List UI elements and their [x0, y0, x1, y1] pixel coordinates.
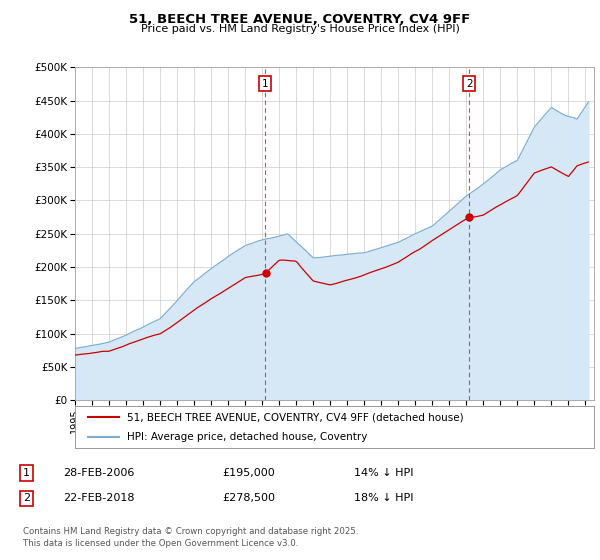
Text: 22-FEB-2018: 22-FEB-2018	[63, 493, 134, 503]
Text: 2: 2	[466, 79, 473, 89]
Text: Price paid vs. HM Land Registry's House Price Index (HPI): Price paid vs. HM Land Registry's House …	[140, 24, 460, 34]
Text: 51, BEECH TREE AVENUE, COVENTRY, CV4 9FF (detached house): 51, BEECH TREE AVENUE, COVENTRY, CV4 9FF…	[127, 412, 464, 422]
Text: Contains HM Land Registry data © Crown copyright and database right 2025.
This d: Contains HM Land Registry data © Crown c…	[23, 527, 358, 548]
Text: £195,000: £195,000	[222, 468, 275, 478]
Text: £278,500: £278,500	[222, 493, 275, 503]
Text: 18% ↓ HPI: 18% ↓ HPI	[354, 493, 413, 503]
Text: 1: 1	[262, 79, 268, 89]
Text: 14% ↓ HPI: 14% ↓ HPI	[354, 468, 413, 478]
Text: 1: 1	[23, 468, 30, 478]
Text: HPI: Average price, detached house, Coventry: HPI: Average price, detached house, Cove…	[127, 432, 367, 442]
Text: 51, BEECH TREE AVENUE, COVENTRY, CV4 9FF: 51, BEECH TREE AVENUE, COVENTRY, CV4 9FF	[130, 13, 470, 26]
Text: 2: 2	[23, 493, 30, 503]
Text: 28-FEB-2006: 28-FEB-2006	[63, 468, 134, 478]
